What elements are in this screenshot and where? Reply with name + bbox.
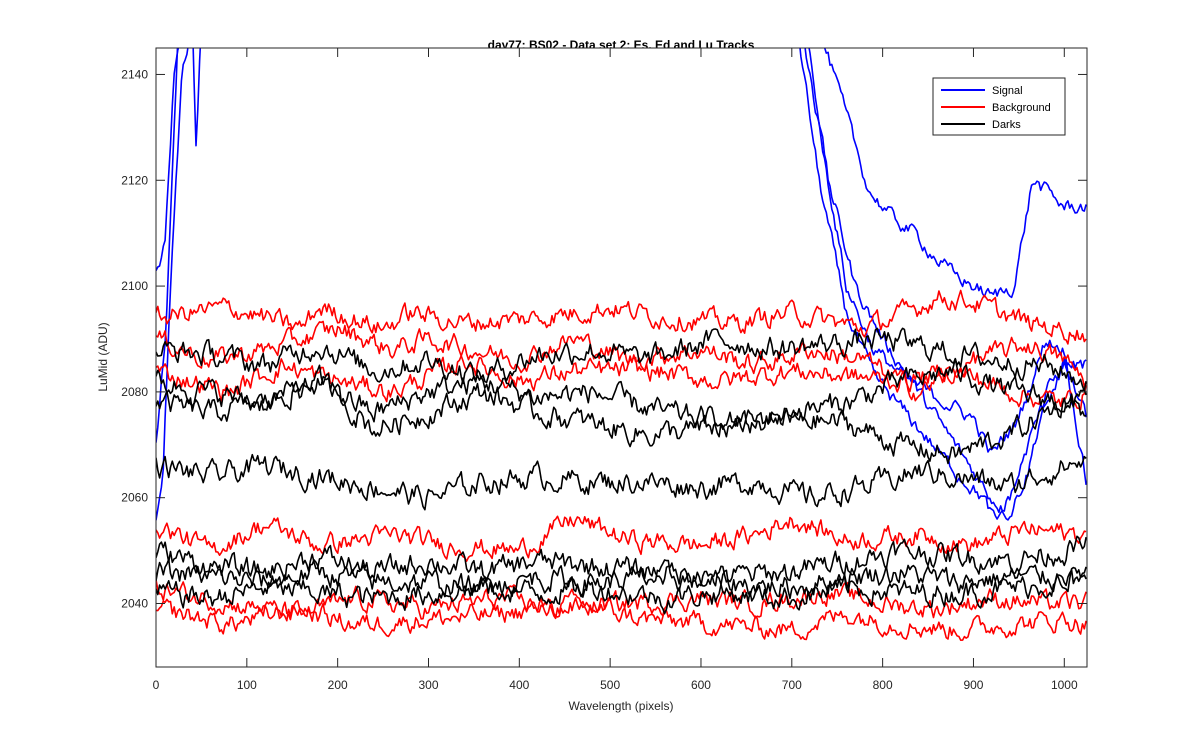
x-axis-label: Wavelength (pixels) (569, 699, 674, 713)
series-line-signal-4 (799, 48, 1087, 520)
y-axis: 2040 2060 2080 2100 2120 2140 (121, 67, 1087, 611)
series-line-background-8 (156, 320, 1087, 402)
series-line-signal-6 (823, 48, 1087, 299)
y-tick-label: 2100 (121, 279, 148, 293)
x-tick-label: 0 (153, 678, 160, 692)
x-tick-label: 600 (691, 678, 711, 692)
x-axis: 0 100 200 300 400 500 600 700 800 900 1000 (153, 48, 1078, 692)
y-tick-label: 2140 (121, 67, 148, 81)
y-axis-label: LuMid (ADU) (96, 322, 110, 391)
legend-label-signal: Signal (992, 85, 1023, 97)
x-tick-label: 300 (418, 678, 438, 692)
x-tick-label: 900 (963, 678, 983, 692)
x-tick-label: 200 (328, 678, 348, 692)
series-line-darks-16 (156, 453, 1087, 511)
series-lines (156, 48, 1087, 641)
series-line-background-10 (156, 515, 1087, 562)
x-tick-label: 100 (237, 678, 257, 692)
plot-frame (155, 47, 1088, 668)
series-line-background-7 (156, 289, 1087, 345)
series-line-darks-13 (156, 327, 1087, 392)
series-line-signal-3 (808, 48, 1087, 521)
series-line-background-12 (156, 588, 1087, 641)
series-line-darks-18 (156, 558, 1087, 601)
x-tick-label: 1000 (1051, 678, 1078, 692)
legend-label-darks: Darks (992, 119, 1021, 131)
legend: Signal Background Darks (932, 77, 1066, 136)
x-tick-label: 800 (873, 678, 893, 692)
x-tick-label: 500 (600, 678, 620, 692)
series-line-darks-15 (156, 373, 1087, 465)
x-tick-label: 700 (782, 678, 802, 692)
y-tick-label: 2060 (121, 491, 148, 505)
series-line-background-9 (156, 355, 1087, 411)
series-line-darks-17 (156, 535, 1087, 588)
y-tick-label: 2040 (121, 597, 148, 611)
legend-label-background: Background (992, 102, 1051, 114)
y-tick-label: 2080 (121, 385, 148, 399)
series-line-darks-19 (156, 569, 1087, 615)
series-line-darks-14 (156, 357, 1087, 438)
y-tick-label: 2120 (121, 173, 148, 187)
x-tick-label: 400 (509, 678, 529, 692)
